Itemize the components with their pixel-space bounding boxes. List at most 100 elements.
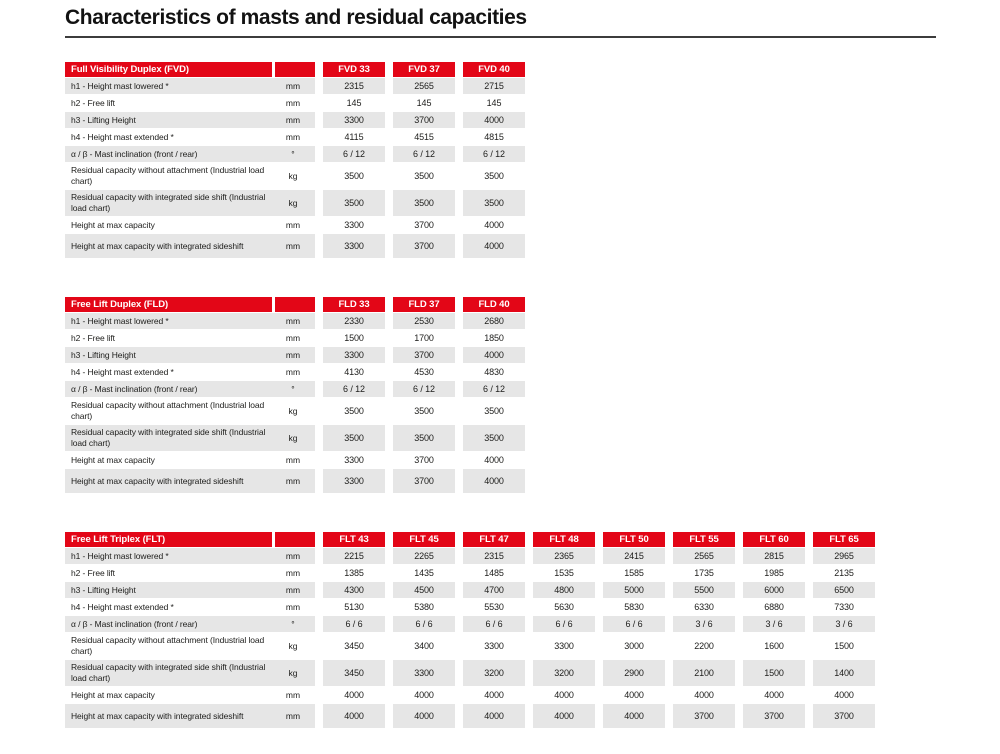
- row-label-block: h1 - Height mast lowered * mm: [65, 313, 315, 329]
- value-cell: 1500: [813, 633, 875, 659]
- value-cell: 1985: [743, 565, 805, 581]
- value-cell: 4000: [323, 704, 385, 728]
- value-cell: 1400: [813, 660, 875, 686]
- row-unit: mm: [285, 220, 301, 230]
- column-header-cell: FLD 40: [463, 297, 525, 312]
- value-cell: 4000: [463, 469, 525, 493]
- value-cell: 4500: [393, 582, 455, 598]
- value-cell: 3500: [463, 425, 525, 451]
- row-unit: mm: [285, 568, 301, 578]
- row-label: h4 - Height mast extended *: [71, 366, 174, 377]
- table-row: Residual capacity without attachment (In…: [65, 633, 875, 659]
- value-cell: 4000: [463, 452, 525, 468]
- value-cell: 2265: [393, 548, 455, 564]
- table-row: h3 - Lifting Height mm 4300 4500 4700 4800 500…: [65, 582, 875, 598]
- value-cell: 3700: [393, 234, 455, 258]
- table-header-row: Full Visibility Duplex (FVD) FVD 33 FVD 37…: [65, 62, 525, 77]
- row-label: α / β - Mast inclination (front / rear): [71, 383, 198, 394]
- value-cell: 3200: [533, 660, 595, 686]
- table-row: α / β - Mast inclination (front / rear) °…: [65, 616, 875, 632]
- row-label-block: h4 - Height mast extended * mm: [65, 129, 315, 145]
- mast-table: Free Lift Duplex (FLD) FLD 33 FLD 37 FLD 40…: [65, 297, 525, 494]
- value-cell: 3450: [323, 633, 385, 659]
- value-cell: 3500: [393, 163, 455, 189]
- value-cell: 3450: [323, 660, 385, 686]
- table-header-row: Free Lift Duplex (FLD) FLD 33 FLD 37 FLD 40: [65, 297, 525, 312]
- row-label-block: α / β - Mast inclination (front / rear) °: [65, 146, 315, 162]
- value-cell: 4000: [813, 687, 875, 703]
- value-cell: 3 / 6: [743, 616, 805, 632]
- row-label-block: Height at max capacity with integrated s…: [65, 469, 315, 493]
- value-cell: 1850: [463, 330, 525, 346]
- row-label: h1 - Height mast lowered *: [71, 315, 169, 326]
- value-cell: 6 / 12: [393, 381, 455, 397]
- table-title-cell: Free Lift Duplex (FLD): [65, 297, 272, 312]
- value-cell: 2135: [813, 565, 875, 581]
- value-cell: 2315: [463, 548, 525, 564]
- value-cell: 2365: [533, 548, 595, 564]
- value-cell: 5130: [323, 599, 385, 615]
- unit-header-cell: [275, 297, 315, 312]
- value-cell: 1385: [323, 565, 385, 581]
- value-cell: 6 / 6: [393, 616, 455, 632]
- value-cell: 2215: [323, 548, 385, 564]
- row-label-block: Residual capacity without attachment (In…: [65, 163, 315, 189]
- value-cell: 3500: [393, 190, 455, 216]
- value-cell: 6 / 12: [463, 381, 525, 397]
- value-cell: 4000: [463, 687, 525, 703]
- value-cell: 4530: [393, 364, 455, 380]
- value-cell: 1485: [463, 565, 525, 581]
- value-cell: 2530: [393, 313, 455, 329]
- row-unit: °: [291, 149, 295, 159]
- row-unit: kg: [288, 406, 298, 416]
- row-label-block: h3 - Lifting Height mm: [65, 112, 315, 128]
- title-underline: [65, 36, 936, 38]
- value-cell: 3700: [673, 704, 735, 728]
- value-cell: 2100: [673, 660, 735, 686]
- table-row: Height at max capacity with integrated s…: [65, 704, 875, 728]
- value-cell: 4000: [603, 704, 665, 728]
- row-unit: mm: [285, 551, 301, 561]
- value-cell: 6 / 12: [463, 146, 525, 162]
- value-cell: 4000: [463, 347, 525, 363]
- row-unit: mm: [285, 81, 301, 91]
- value-cell: 1500: [743, 660, 805, 686]
- value-cell: 4815: [463, 129, 525, 145]
- value-cell: 3500: [323, 163, 385, 189]
- value-cell: 145: [463, 95, 525, 111]
- value-cell: 2565: [673, 548, 735, 564]
- value-cell: 2330: [323, 313, 385, 329]
- row-label-block: Residual capacity with integrated side s…: [65, 660, 315, 686]
- row-unit: kg: [288, 641, 298, 651]
- row-label-block: Residual capacity with integrated side s…: [65, 190, 315, 216]
- table-row: h3 - Lifting Height mm 3300 3700 4000: [65, 347, 525, 363]
- page-title: Characteristics of masts and residual ca…: [65, 6, 527, 29]
- row-unit: mm: [285, 602, 301, 612]
- value-cell: 3300: [323, 347, 385, 363]
- table-row: h4 - Height mast extended * mm 5130 5380 553…: [65, 599, 875, 615]
- value-cell: 3300: [393, 660, 455, 686]
- table-row: h1 - Height mast lowered * mm 2315 2565 2715: [65, 78, 525, 94]
- table-row: h2 - Free lift mm 145 145 145: [65, 95, 525, 111]
- mast-table: Full Visibility Duplex (FVD) FVD 33 FVD 37…: [65, 62, 525, 259]
- value-cell: 4000: [533, 704, 595, 728]
- row-unit: mm: [285, 132, 301, 142]
- row-unit: mm: [285, 333, 301, 343]
- row-unit: mm: [285, 585, 301, 595]
- column-header-cell: FLT 45: [393, 532, 455, 547]
- row-label-block: h4 - Height mast extended * mm: [65, 599, 315, 615]
- row-label-block: Height at max capacity with integrated s…: [65, 704, 315, 728]
- value-cell: 4000: [463, 217, 525, 233]
- value-cell: 6 / 12: [393, 146, 455, 162]
- table-row: h4 - Height mast extended * mm 4130 4530 483…: [65, 364, 525, 380]
- column-header-cell: FLT 48: [533, 532, 595, 547]
- value-cell: 3500: [463, 163, 525, 189]
- column-header-cell: FLT 47: [463, 532, 525, 547]
- value-cell: 1735: [673, 565, 735, 581]
- value-cell: 3300: [463, 633, 525, 659]
- row-label: Residual capacity without attachment (In…: [71, 400, 265, 421]
- row-label-block: Height at max capacity mm: [65, 687, 315, 703]
- column-header-cell: FLT 55: [673, 532, 735, 547]
- value-cell: 6 / 12: [323, 381, 385, 397]
